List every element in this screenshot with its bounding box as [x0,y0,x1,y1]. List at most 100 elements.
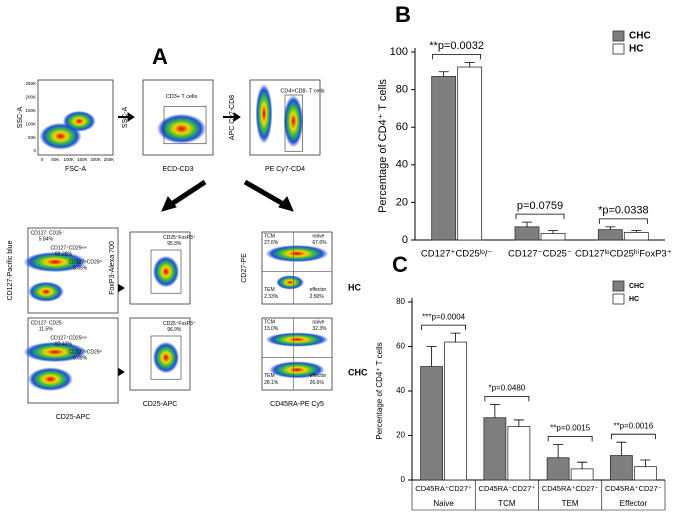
x-tick-label: CD45RA⁺CD27⁺ [415,484,472,493]
error-bar [616,441,627,456]
legend-label: CHC [629,283,644,290]
y-tick-label: 80 [396,84,408,96]
y-tick-label: 20 [396,196,408,208]
gate-label: TCM [264,320,275,326]
x-tick-label: CD127⁺CD25ˡᵒ/⁻ [421,249,493,260]
tick-label: 150K [77,157,88,162]
y-tick-label: 100 [390,46,408,58]
x-tick-label: CD45RA⁺CD27⁻ [605,484,662,493]
density [265,332,329,347]
density [152,255,180,288]
gate-label: effector [310,373,327,379]
significance-bracket [515,213,565,220]
error-bar [631,230,642,233]
density [62,110,96,132]
axis-label: APC Cy7-CD8 [229,95,236,140]
axis-label: CD127-Pacific blue [7,240,14,300]
gate-label: CD127⁺CD25ˡᵒʷ [51,246,88,252]
axis-label: CD25-APC [143,401,178,408]
gate-pct: 6.08% [73,355,88,361]
annotation: ***p=0.0004 [422,312,465,321]
gate-label: CD127⁺CD25ˡᵒʷ [51,336,88,342]
axis-label: FoxP3-Alexa 700 [109,241,116,295]
bar [546,457,570,481]
y-tick-label: 40 [396,386,405,395]
error-bar [522,221,532,227]
gate-pct: 26.6% [310,380,325,386]
annotation: **p=0.0015 [550,424,590,433]
bar [431,76,457,241]
density [152,341,180,374]
axis-label: ECD-CD3 [162,166,193,173]
gate-pct: 11.5% [39,326,53,332]
group-label: Naive [433,499,454,508]
density [23,341,87,363]
gate-pct: 13.0% [264,326,279,332]
gate [150,335,182,380]
axis-label: CD27-PE [241,253,248,283]
axis-label: SSC-A [122,106,129,128]
panel-label: B [395,2,411,27]
density [269,361,325,379]
y-tick-label: 60 [396,121,408,133]
error-bar [577,461,588,469]
x-tick-label: CD127⁻CD25⁻ [508,249,572,260]
annotation: *p=0.0480 [489,383,526,392]
axis-label: SSC-A [17,106,24,128]
significance-bracket [484,395,530,402]
gate-label: TEM [264,287,275,293]
gate [284,94,303,152]
bar [483,417,507,481]
gate-label: CD127ˡᵒCD25ʰⁱ [69,258,103,265]
bar [514,226,540,241]
legend-label: HC [629,44,643,55]
gate-pct: 95.3% [167,241,182,247]
y-tick-label: 0 [401,475,406,484]
legend-label: HC [629,296,639,303]
error-bar [605,226,616,230]
y-tick-label: 20 [396,431,405,440]
gate-label: CD127⁻CD25⁻ [31,320,65,326]
gate-label: TCM [264,234,275,240]
density [28,367,73,392]
axis-label: CD45RA-PE Cy5 [270,401,324,408]
tick-label: 150K [25,108,36,113]
group-label: Effector [620,499,648,508]
gate [163,105,207,145]
error-bar [553,444,564,458]
tick-label: 100K [25,121,36,126]
y-axis-label: Percentage of CD4⁺ T cells [375,342,384,439]
density [157,113,206,144]
bar [609,455,633,481]
bar [540,233,566,241]
gate-pct: 32.3% [312,326,327,332]
error-bar [548,230,558,234]
tick-label: 0 [41,157,44,162]
bar [597,229,623,241]
gate-label: effector [310,287,327,293]
x-tick-label: CD127ˡᵒCD25ʰⁱFoxP3⁺ [575,249,672,260]
gate-pct: 96.9% [167,327,182,333]
legend-swatch [612,280,625,292]
gate-pct: 2.33% [264,294,279,300]
error-bar [464,61,475,68]
flow-plot: CD25-APC CD25⁺FoxP3⁺96.9% [129,317,196,408]
bar [570,468,594,481]
gate-pct: 82.43% [55,342,73,348]
flow-plot: CD25-APC CD127⁻CD25⁻11.5% CD127⁺CD25ˡᵒʷ82.… [23,317,119,421]
gate-label: CD3+ T cells [166,94,198,100]
tick-label: 200K [25,95,36,100]
gate [150,249,182,294]
bar [623,232,649,241]
bar [444,341,468,481]
legend-label: CHC [629,31,651,42]
legend-swatch [612,43,625,55]
group-label: TEM [562,499,579,508]
annotation: **p=0.0016 [613,421,653,430]
significance-bracket [547,436,593,442]
y-tick-label: 80 [396,297,405,306]
x-tick-label: CD45RA⁺CD27⁻ [542,484,599,493]
